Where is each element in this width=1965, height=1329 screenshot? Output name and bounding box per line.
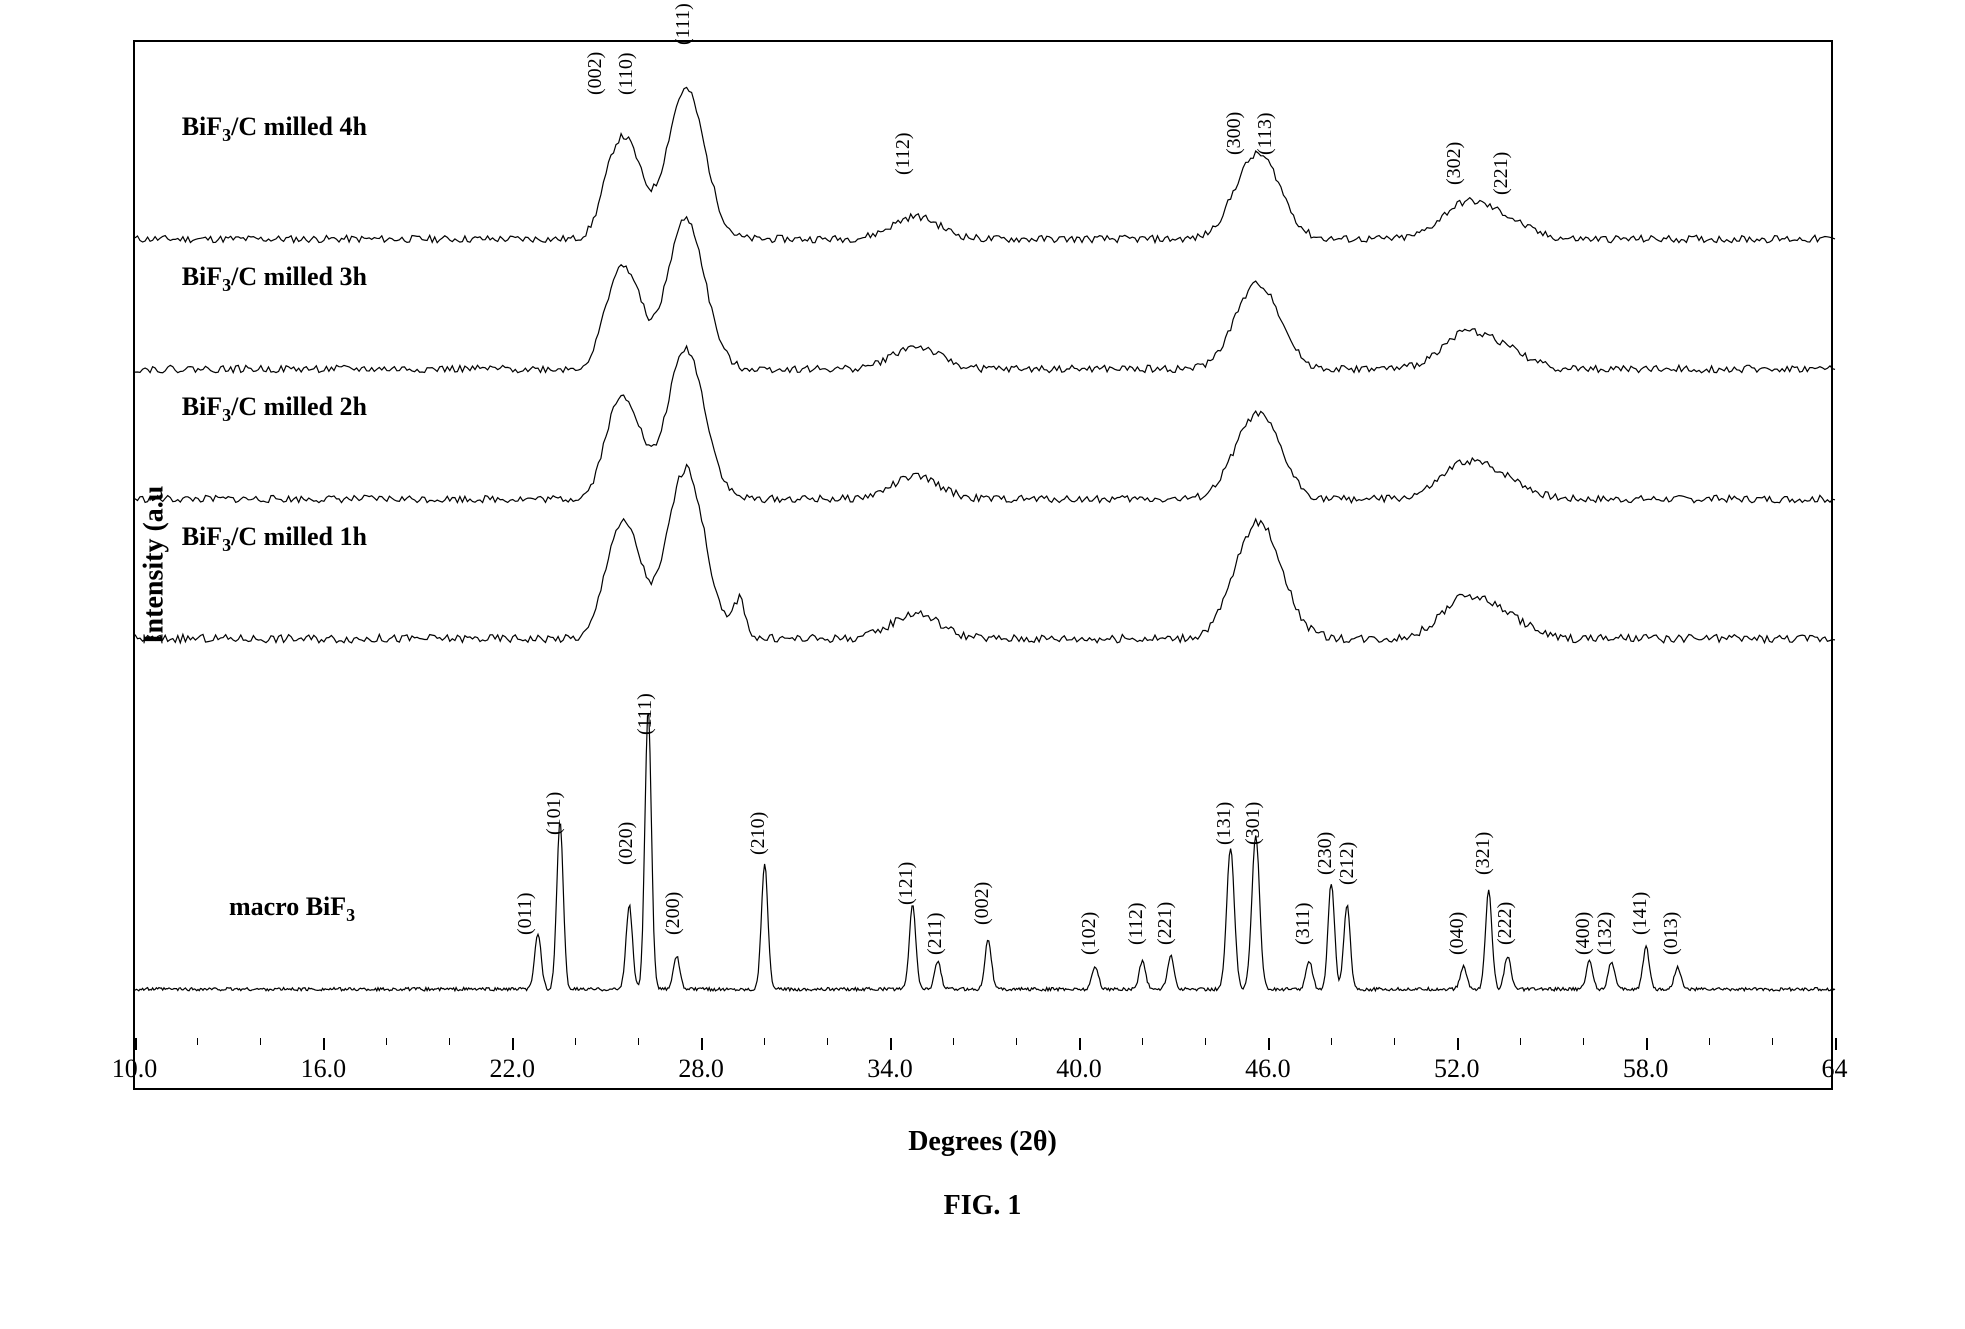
peak-label-macro: (222) bbox=[1494, 902, 1517, 945]
x-minor-tick bbox=[764, 1038, 765, 1045]
curve-label: BiF3/C milled 3h bbox=[182, 262, 367, 296]
curve-label: BiF3/C milled 1h bbox=[182, 522, 367, 556]
x-minor-tick bbox=[1709, 1038, 1710, 1045]
x-tick-label: 64 bbox=[1822, 1054, 1848, 1084]
figure-caption: FIG. 1 bbox=[944, 1190, 1022, 1222]
curve-label: BiF3/C milled 2h bbox=[182, 392, 367, 426]
x-minor-tick bbox=[1772, 1038, 1773, 1045]
peak-label-macro: (132) bbox=[1594, 912, 1617, 955]
x-tick-label: 46.0 bbox=[1245, 1054, 1291, 1084]
peak-label-macro: (141) bbox=[1629, 892, 1652, 935]
curve-label: macro BiF3 bbox=[229, 892, 355, 926]
x-tick-label: 22.0 bbox=[490, 1054, 536, 1084]
peak-label-macro: (321) bbox=[1472, 832, 1495, 875]
x-tick bbox=[1457, 1038, 1459, 1050]
peak-label-macro: (200) bbox=[662, 892, 685, 935]
x-tick bbox=[1646, 1038, 1648, 1050]
x-tick bbox=[1835, 1038, 1837, 1050]
x-minor-tick bbox=[1331, 1038, 1332, 1045]
peak-label-milled: (002) bbox=[584, 52, 607, 95]
peak-label-macro: (040) bbox=[1446, 912, 1469, 955]
x-minor-tick bbox=[197, 1038, 198, 1045]
peak-label-macro: (212) bbox=[1336, 842, 1359, 885]
peak-label-macro: (013) bbox=[1660, 912, 1683, 955]
peak-label-macro: (002) bbox=[971, 882, 994, 925]
x-minor-tick bbox=[1583, 1038, 1584, 1045]
xrd-trace-milled-1h bbox=[135, 465, 1835, 643]
peak-label-milled: (300) bbox=[1223, 112, 1246, 155]
x-minor-tick bbox=[386, 1038, 387, 1045]
curve-label: BiF3/C milled 4h bbox=[182, 112, 367, 146]
x-tick-label: 52.0 bbox=[1434, 1054, 1480, 1084]
xrd-trace-milled-3h bbox=[135, 217, 1835, 373]
x-tick-label: 10.0 bbox=[112, 1054, 158, 1084]
peak-label-milled: (111) bbox=[672, 3, 695, 45]
peak-label-macro: (221) bbox=[1154, 902, 1177, 945]
peak-label-macro: (102) bbox=[1078, 912, 1101, 955]
x-tick bbox=[135, 1038, 137, 1050]
x-axis: 10.016.022.028.034.040.046.052.058.064 bbox=[135, 1038, 1831, 1088]
x-tick-label: 40.0 bbox=[1056, 1054, 1102, 1084]
x-minor-tick bbox=[1394, 1038, 1395, 1045]
plot-area: BiF3/C milled 4h BiF3/C milled 3h BiF3/C m… bbox=[135, 42, 1831, 1038]
peak-label-milled: (112) bbox=[892, 132, 915, 175]
peak-label-macro: (301) bbox=[1242, 802, 1265, 845]
x-tick-label: 34.0 bbox=[867, 1054, 913, 1084]
x-minor-tick bbox=[260, 1038, 261, 1045]
xrd-chart: Intensity (a.u BiF3/C milled 4hBiF3/C mi… bbox=[133, 40, 1833, 1090]
x-minor-tick bbox=[1205, 1038, 1206, 1045]
peak-label-macro: (311) bbox=[1292, 902, 1315, 945]
peak-label-macro: (210) bbox=[747, 812, 770, 855]
x-minor-tick bbox=[449, 1038, 450, 1045]
peak-label-macro: (020) bbox=[615, 822, 638, 865]
x-tick bbox=[1268, 1038, 1270, 1050]
xrd-trace-milled-4h bbox=[135, 87, 1835, 242]
x-minor-tick bbox=[953, 1038, 954, 1045]
x-minor-tick bbox=[575, 1038, 576, 1045]
x-tick bbox=[512, 1038, 514, 1050]
x-minor-tick bbox=[1142, 1038, 1143, 1045]
x-minor-tick bbox=[1016, 1038, 1017, 1045]
peak-label-milled: (110) bbox=[615, 52, 638, 95]
peak-label-milled: (113) bbox=[1254, 112, 1277, 155]
x-tick-label: 28.0 bbox=[678, 1054, 724, 1084]
x-axis-label: Degrees (2θ) bbox=[908, 1126, 1057, 1158]
peak-label-macro: (112) bbox=[1125, 902, 1148, 945]
peak-label-macro: (230) bbox=[1314, 832, 1337, 875]
peak-label-macro: (400) bbox=[1572, 912, 1595, 955]
x-minor-tick bbox=[638, 1038, 639, 1045]
peak-label-macro: (111) bbox=[634, 693, 657, 735]
peak-label-macro: (211) bbox=[924, 912, 947, 955]
peak-label-milled: (302) bbox=[1443, 142, 1466, 185]
peak-label-milled: (221) bbox=[1490, 152, 1513, 195]
x-tick bbox=[323, 1038, 325, 1050]
peak-label-macro: (131) bbox=[1213, 802, 1236, 845]
x-minor-tick bbox=[1520, 1038, 1521, 1045]
peak-label-macro: (121) bbox=[895, 862, 918, 905]
peak-label-macro: (101) bbox=[543, 792, 566, 835]
x-minor-tick bbox=[827, 1038, 828, 1045]
x-tick bbox=[890, 1038, 892, 1050]
peak-label-macro: (011) bbox=[514, 892, 537, 935]
x-tick-label: 58.0 bbox=[1623, 1054, 1669, 1084]
x-tick-label: 16.0 bbox=[301, 1054, 347, 1084]
x-tick bbox=[1079, 1038, 1081, 1050]
x-tick bbox=[701, 1038, 703, 1050]
